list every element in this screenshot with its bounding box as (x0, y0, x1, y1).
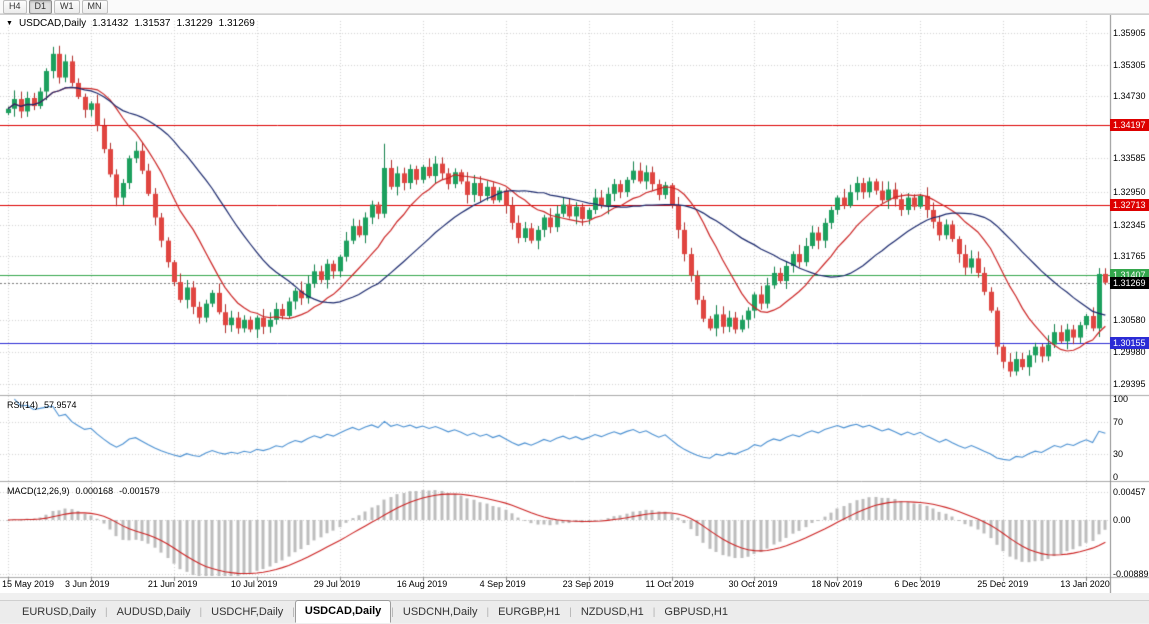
chart-tab-usdcnh[interactable]: USDCNH,Daily (402, 605, 478, 618)
tab-separator: | (104, 606, 108, 618)
tab-separator: | (569, 606, 572, 618)
price-tick-label: 1.29980 (1113, 347, 1146, 358)
chart-tab-audusd[interactable]: AUDUSD,Daily (116, 605, 191, 618)
macd-signal-value: -0.001579 (119, 486, 160, 496)
date-label: 15 May 2019 (2, 579, 55, 589)
date-label: 29 Jul 2019 (313, 579, 361, 589)
macd-indicator-label: MACD(12,26,9) 0.000168 -0.001579 (7, 486, 160, 496)
price-axis[interactable]: 1.35905 1.35305 1.34730 1.33585 1.32950 1.323… (1110, 15, 1149, 593)
date-label: 18 Nov 2019 (811, 579, 863, 589)
level-price-tag: 1.34197 (1110, 119, 1149, 132)
rsi-indicator-label: RSI(14) 57.9574 (7, 400, 77, 410)
tab-separator: | (652, 606, 656, 618)
ohlc-low-value: 1.31229 (176, 18, 213, 29)
chart-window: ▼ USDCAD,Daily 1.31432 1.31537 1.31229 1… (0, 14, 1149, 593)
date-label: 16 Aug 2019 (396, 579, 448, 589)
tab-separator: | (391, 606, 394, 618)
timeframe-button-mn[interactable]: MN (81, 0, 108, 14)
chart-tab-usdchf[interactable]: USDCHF,Daily (211, 605, 284, 618)
level-price-tag: 1.32713 (1110, 198, 1149, 211)
chart-symbol-label: USDCAD,Daily (18, 18, 87, 29)
ohlc-open-value: 1.31432 (92, 18, 129, 29)
macd-axis-label: -0.00889 (1113, 569, 1149, 580)
date-label: 6 Dec 2019 (894, 579, 941, 589)
chart-tab-usdcad[interactable]: USDCAD,Daily (294, 600, 392, 623)
date-label: 21 Jun 2019 (147, 579, 198, 589)
price-tick-label: 1.31765 (1113, 250, 1146, 261)
chart-tabs-bar: EURUSD,Daily | AUDUSD,Daily | USDCHF,Daily | U… (0, 600, 1149, 623)
chart-title: ▼ USDCAD,Daily 1.31432 1.31537 1.31229 1… (6, 18, 255, 29)
rsi-axis-label: 70 (1113, 417, 1124, 428)
date-label: 13 Jan 2020 (1060, 579, 1110, 589)
ohlc-high-value: 1.31537 (134, 18, 171, 29)
date-label: 25 Dec 2019 (977, 579, 1029, 589)
tab-separator: | (486, 606, 490, 618)
date-label: 30 Oct 2019 (728, 579, 778, 589)
level-price-tag: 1.30155 (1110, 336, 1149, 349)
rsi-panel-splitter[interactable] (0, 393, 1149, 397)
macd-name: MACD(12,26,9) (7, 486, 70, 496)
chart-tab-gbpusd[interactable]: GBPUSD,H1 (664, 605, 728, 618)
price-tick-label: 1.33585 (1113, 153, 1146, 163)
timeframe-button-w1[interactable]: W1 (54, 0, 80, 14)
timeframe-toolbar: H4 D1 W1 MN (0, 0, 1149, 14)
rsi-value: 57.9574 (44, 400, 77, 410)
date-label: 11 Oct 2019 (645, 579, 694, 589)
tab-separator: | (292, 606, 295, 618)
timeframe-button-d1[interactable]: D1 (28, 0, 53, 14)
current-price-tag: 1.31269 (1110, 276, 1149, 289)
timeframe-button-h4[interactable]: H4 (3, 0, 27, 14)
ohlc-close-value: 1.31269 (218, 18, 255, 29)
price-tick-label: 1.32345 (1113, 219, 1146, 230)
rsi-name: RSI(14) (7, 400, 39, 410)
price-tick-label: 1.29395 (1113, 378, 1146, 389)
price-tick-label: 1.35905 (1113, 28, 1146, 39)
chart-tab-eurgbp[interactable]: EURGBP,H1 (498, 605, 561, 618)
chart-tab-eurusd[interactable]: EURUSD,Daily (22, 605, 96, 618)
price-tick-label: 1.32950 (1113, 187, 1146, 198)
rsi-axis-label: 0 (1113, 472, 1119, 482)
price-tick-label: 1.35305 (1113, 60, 1146, 71)
macd-panel-splitter[interactable] (0, 479, 1149, 483)
price-tick-label: 1.30580 (1113, 314, 1146, 325)
time-axis[interactable]: 15 May 2019 3 Jun 2019 21 Jun 2019 10 Jul 2… (0, 577, 1110, 593)
rsi-axis-label: 100 (1113, 394, 1129, 404)
chart-tab-nzdusd[interactable]: NZDUSD,H1 (580, 605, 644, 618)
price-tick-label: 1.34730 (1113, 91, 1146, 102)
macd-axis-label: 0.00 (1113, 515, 1131, 525)
macd-axis-label: 0.00457 (1113, 487, 1146, 498)
date-label: 3 Jun 2019 (64, 579, 110, 589)
macd-main-value: 0.000168 (75, 486, 114, 496)
date-label: 23 Sep 2019 (562, 579, 614, 589)
date-label: 10 Jul 2019 (230, 579, 278, 589)
date-label: 4 Sep 2019 (479, 579, 526, 589)
tab-separator: | (199, 606, 203, 618)
chart-canvas[interactable] (0, 15, 1149, 593)
rsi-axis-label: 30 (1113, 448, 1124, 459)
symbol-marker-icon: ▼ (6, 19, 13, 27)
